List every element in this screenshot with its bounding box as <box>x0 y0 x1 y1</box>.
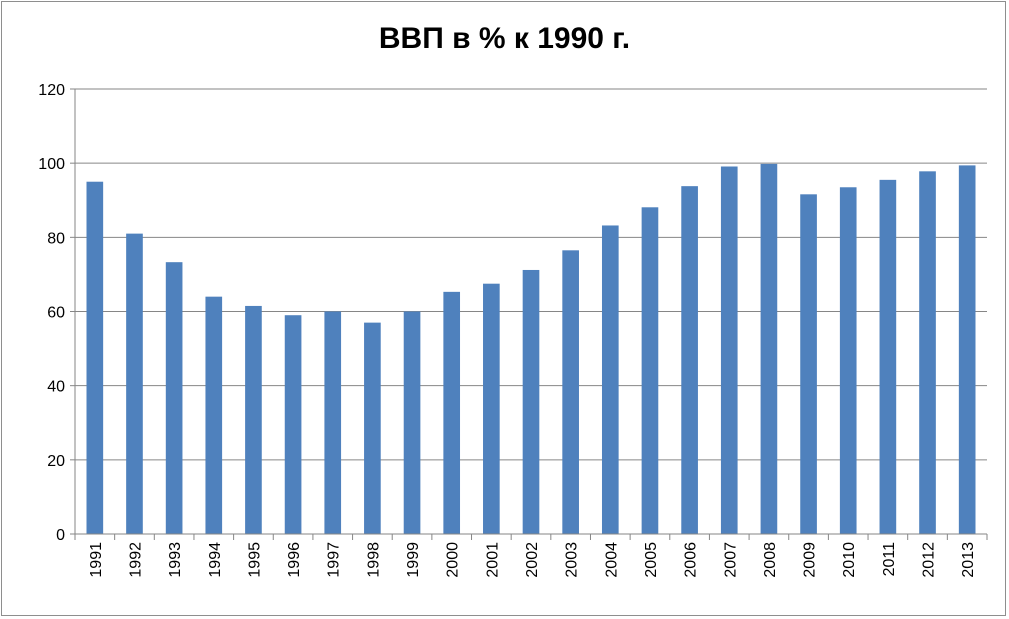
y-tick-label: 40 <box>47 379 65 396</box>
bars <box>86 163 976 535</box>
bar-1997 <box>324 311 342 534</box>
bar-1991 <box>86 181 104 535</box>
x-tick-label: 1999 <box>405 542 422 578</box>
bar-2007 <box>720 166 738 535</box>
bar-1998 <box>364 322 381 534</box>
axes <box>74 89 988 540</box>
bar-1995 <box>245 305 262 534</box>
x-tick-label: 2012 <box>921 542 938 578</box>
y-tick-label: 100 <box>38 156 65 173</box>
bar-2011 <box>879 179 897 534</box>
x-tick-label: 2009 <box>802 542 819 578</box>
x-tick-label: 2007 <box>722 542 739 578</box>
x-tick-label: 2004 <box>603 542 620 578</box>
x-tick-label: 1998 <box>365 542 382 578</box>
x-tick-label: 2008 <box>762 542 779 578</box>
x-tick-label: 1996 <box>286 542 303 578</box>
bar-2004 <box>601 225 619 534</box>
x-tick-label: 2010 <box>841 542 858 578</box>
x-tick-label: 2005 <box>643 542 660 578</box>
bar-2009 <box>800 194 817 535</box>
chart-title: ВВП в % к 1990 г. <box>378 22 631 55</box>
bar-2001 <box>483 283 500 534</box>
bar-1994 <box>205 296 223 534</box>
x-tick-labels: 1991 1992 1993 1994 1995 1996 1997 1998 1999 2000… <box>88 542 977 578</box>
y-tick-labels: 0 20 40 60 80 100 120 <box>38 82 65 544</box>
bar-1993 <box>165 262 183 534</box>
bar-2008 <box>760 163 778 535</box>
y-tick-label: 0 <box>56 527 65 544</box>
y-tick-label: 60 <box>47 305 65 322</box>
bar-2000 <box>443 291 461 534</box>
bar-2012 <box>919 171 936 534</box>
x-tick-label: 2002 <box>524 542 541 578</box>
bar-2005 <box>641 207 659 534</box>
x-tick-label: 2011 <box>881 542 898 577</box>
x-tick-label: 2000 <box>445 542 462 578</box>
x-tick-label: 2006 <box>683 542 700 578</box>
x-tick-label: 1994 <box>207 542 224 578</box>
x-tick-label: 1993 <box>167 542 184 578</box>
bar-2006 <box>681 186 698 535</box>
x-tick-label: 2001 <box>484 542 501 578</box>
y-tick-label: 20 <box>47 453 65 470</box>
bar-1992 <box>126 233 143 534</box>
bar-2010 <box>839 187 857 535</box>
x-tick-label: 1995 <box>246 542 263 578</box>
x-tick-label: 1997 <box>326 542 343 578</box>
bar-2002 <box>522 269 540 534</box>
x-tick-label: 2003 <box>564 542 581 578</box>
x-tick-label: 2013 <box>960 542 977 578</box>
bar-2013 <box>958 165 976 534</box>
x-tick-label: 1992 <box>127 542 144 578</box>
bar-1996 <box>284 315 302 534</box>
bar-1999 <box>403 311 421 534</box>
y-tick-label: 120 <box>38 82 65 99</box>
x-tick-label: 1991 <box>88 542 105 578</box>
y-tick-label: 80 <box>47 230 65 247</box>
bar-2003 <box>562 250 579 534</box>
